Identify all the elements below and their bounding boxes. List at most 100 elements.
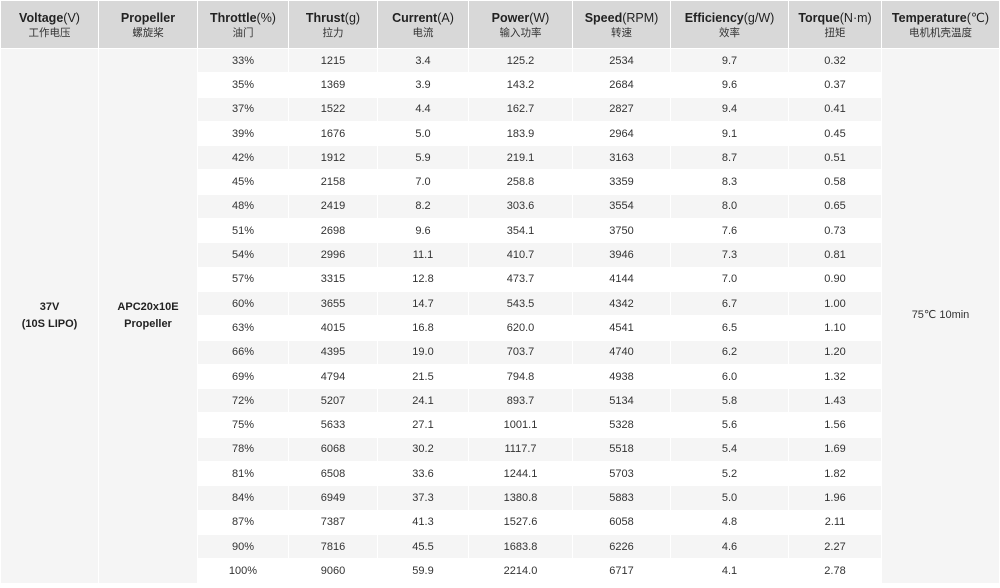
thrust-cell: 2158 xyxy=(289,170,377,194)
header-propeller: Propeller 螺旋桨 xyxy=(99,1,197,48)
voltage-line-1: 37V xyxy=(39,300,60,313)
thrust-cell: 6508 xyxy=(289,462,377,486)
current-cell: 3.4 xyxy=(378,49,468,73)
current-cell: 14.7 xyxy=(378,291,468,316)
speed-cell: 6717 xyxy=(573,559,670,583)
speed-cell: 6058 xyxy=(573,510,670,534)
current-cell: 5.0 xyxy=(378,121,468,146)
efficiency-cell: 6.5 xyxy=(671,316,788,340)
speed-cell: 2964 xyxy=(573,121,670,146)
throttle-cell: 72% xyxy=(198,389,288,413)
torque-cell: 0.32 xyxy=(789,49,881,73)
current-cell: 27.1 xyxy=(378,413,468,437)
table-row: 39% 1676 5.0 183.9 2964 9.1 0.45 xyxy=(1,121,999,146)
thrust-cell: 4015 xyxy=(289,316,377,340)
efficiency-cell: 8.3 xyxy=(671,170,788,194)
thrust-cell: 2698 xyxy=(289,219,377,243)
power-cell: 794.8 xyxy=(469,364,572,389)
table-row: 51% 2698 9.6 354.1 3750 7.6 0.73 xyxy=(1,219,999,243)
power-cell: 893.7 xyxy=(469,389,572,413)
torque-cell: 0.81 xyxy=(789,243,881,267)
current-cell: 33.6 xyxy=(378,462,468,486)
current-cell: 9.6 xyxy=(378,219,468,243)
thrust-cell: 3655 xyxy=(289,291,377,316)
throttle-cell: 81% xyxy=(198,462,288,486)
propeller-line-1: APC20x10E xyxy=(117,300,179,313)
speed-cell: 5883 xyxy=(573,486,670,510)
current-cell: 7.0 xyxy=(378,170,468,194)
power-cell: 219.1 xyxy=(469,146,572,170)
efficiency-cell: 9.4 xyxy=(671,97,788,121)
voltage-line-2: (10S LIPO) xyxy=(21,317,78,330)
speed-cell: 5328 xyxy=(573,413,670,437)
power-cell: 473.7 xyxy=(469,267,572,291)
table-body: 37V (10S LIPO) APC20x10E Propeller 33% 1215 3.… xyxy=(1,49,999,583)
table-row: 37V (10S LIPO) APC20x10E Propeller 33% 1215 3.… xyxy=(1,49,999,583)
power-cell: 183.9 xyxy=(469,121,572,146)
power-cell: 410.7 xyxy=(469,243,572,267)
table-row: 72% 5207 24.1 893.7 5134 5.8 1.43 xyxy=(1,389,999,413)
thrust-cell: 1522 xyxy=(289,97,377,121)
torque-cell: 0.73 xyxy=(789,219,881,243)
throttle-cell: 57% xyxy=(198,267,288,291)
throttle-cell: 39% xyxy=(198,121,288,146)
throttle-cell: 63% xyxy=(198,316,288,340)
thrust-cell: 3315 xyxy=(289,267,377,291)
efficiency-cell: 6.2 xyxy=(671,340,788,364)
table-row: 35% 1369 3.9 143.2 2684 9.6 0.37 xyxy=(1,73,999,97)
thrust-cell: 4395 xyxy=(289,340,377,364)
thrust-cell: 5633 xyxy=(289,413,377,437)
efficiency-cell: 7.6 xyxy=(671,219,788,243)
current-cell: 21.5 xyxy=(378,364,468,389)
current-cell: 41.3 xyxy=(378,510,468,534)
efficiency-cell: 9.1 xyxy=(671,121,788,146)
thrust-cell: 6949 xyxy=(289,486,377,510)
table-row: 48% 2419 8.2 303.6 3554 8.0 0.65 xyxy=(1,194,999,219)
power-cell: 620.0 xyxy=(469,316,572,340)
throttle-cell: 75% xyxy=(198,413,288,437)
torque-cell: 1.00 xyxy=(789,291,881,316)
speed-cell: 3163 xyxy=(573,146,670,170)
torque-cell: 0.45 xyxy=(789,121,881,146)
thrust-cell: 7816 xyxy=(289,534,377,559)
temperature-cell: 75℃ 10min xyxy=(882,49,999,583)
speed-cell: 4144 xyxy=(573,267,670,291)
efficiency-cell: 9.7 xyxy=(671,49,788,73)
table-row: 60% 3655 14.7 543.5 4342 6.7 1.00 xyxy=(1,291,999,316)
efficiency-cell: 5.0 xyxy=(671,486,788,510)
torque-cell: 1.10 xyxy=(789,316,881,340)
torque-cell: 0.37 xyxy=(789,73,881,97)
throttle-cell: 78% xyxy=(198,437,288,462)
thrust-cell: 2419 xyxy=(289,194,377,219)
header-speed: Speed(RPM) 转速 xyxy=(573,1,670,48)
header-row: Voltage(V) 工作电压 Propeller 螺旋桨 Throttle(%) 油… xyxy=(1,1,999,48)
power-cell: 1683.8 xyxy=(469,534,572,559)
table-row: 45% 2158 7.0 258.8 3359 8.3 0.58 xyxy=(1,170,999,194)
voltage-cell: 37V (10S LIPO) xyxy=(1,49,98,583)
table-row: 63% 4015 16.8 620.0 4541 6.5 1.10 xyxy=(1,316,999,340)
power-cell: 1117.7 xyxy=(469,437,572,462)
thrust-cell: 2996 xyxy=(289,243,377,267)
torque-cell: 1.32 xyxy=(789,364,881,389)
torque-cell: 1.20 xyxy=(789,340,881,364)
header-power: Power(W) 输入功率 xyxy=(469,1,572,48)
speed-cell: 4541 xyxy=(573,316,670,340)
power-cell: 543.5 xyxy=(469,291,572,316)
table-row: 84% 6949 37.3 1380.8 5883 5.0 1.96 xyxy=(1,486,999,510)
current-cell: 5.9 xyxy=(378,146,468,170)
current-cell: 11.1 xyxy=(378,243,468,267)
thrust-cell: 5207 xyxy=(289,389,377,413)
table-row: 54% 2996 11.1 410.7 3946 7.3 0.81 xyxy=(1,243,999,267)
table-row: 78% 6068 30.2 1117.7 5518 5.4 1.69 xyxy=(1,437,999,462)
efficiency-cell: 7.3 xyxy=(671,243,788,267)
header-torque: Torque(N·m) 扭矩 xyxy=(789,1,881,48)
propeller-cell: APC20x10E Propeller xyxy=(99,49,197,583)
torque-cell: 1.96 xyxy=(789,486,881,510)
throttle-cell: 48% xyxy=(198,194,288,219)
table-row: 90% 7816 45.5 1683.8 6226 4.6 2.27 xyxy=(1,534,999,559)
speed-cell: 3554 xyxy=(573,194,670,219)
power-cell: 143.2 xyxy=(469,73,572,97)
efficiency-cell: 5.4 xyxy=(671,437,788,462)
current-cell: 8.2 xyxy=(378,194,468,219)
torque-cell: 0.90 xyxy=(789,267,881,291)
